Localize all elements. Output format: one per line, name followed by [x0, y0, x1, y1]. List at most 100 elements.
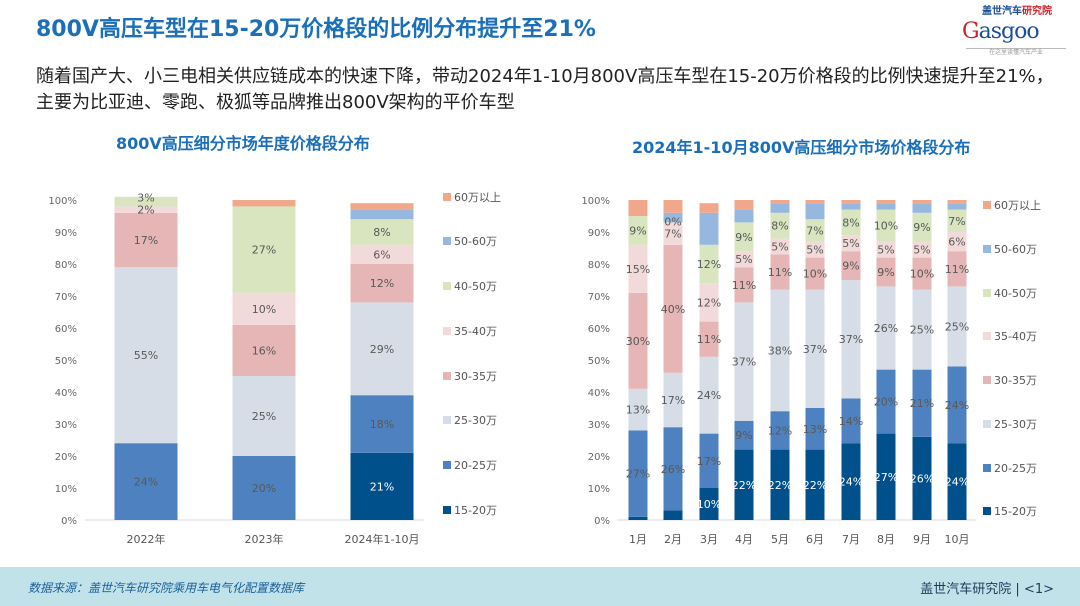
bar-segment-35-40万: [232, 292, 296, 325]
data-label: 5%: [735, 253, 752, 266]
y-tick-label: 10%: [588, 484, 610, 495]
bar-segment-30-35万: [663, 244, 683, 373]
logo-en: Gasgoo: [962, 19, 1040, 45]
data-label: 10%: [803, 268, 827, 281]
data-label: 29%: [370, 343, 394, 356]
bar-segment-40-50万: [841, 209, 861, 236]
x-tick-label: 1月: [629, 533, 647, 546]
bar-segment-50-60万: [805, 203, 825, 220]
y-tick-label: 100%: [48, 196, 77, 207]
bar-segment-20-25万: [876, 369, 896, 434]
legend-swatch: [983, 507, 991, 515]
data-label: 26%: [910, 472, 934, 485]
legend-swatch: [443, 416, 451, 424]
bar-segment-35-40万: [663, 222, 683, 245]
bar-segment-20-25万: [114, 443, 178, 520]
legend-label: 40-50万: [454, 280, 497, 293]
legend-label: 40-50万: [994, 287, 1037, 300]
bar-segment-35-40万: [734, 251, 754, 268]
x-tick-label: 5月: [771, 533, 789, 546]
data-label: 8%: [842, 216, 859, 229]
bar-segment-25-30万: [663, 372, 683, 428]
bar-segment-60万以上: [232, 200, 296, 207]
data-label: 24%: [839, 476, 863, 489]
y-tick-label: 50%: [588, 356, 610, 367]
y-tick-label: 60%: [588, 324, 610, 335]
bar-segment-35-40万: [114, 206, 178, 213]
bar-segment-60万以上: [947, 200, 967, 204]
logo-tagline: 在这里读懂汽车产业: [966, 48, 1066, 57]
data-label: 30%: [626, 335, 650, 348]
legend-label: 15-20万: [994, 505, 1037, 518]
data-label: 25%: [945, 320, 969, 333]
x-tick-label: 6月: [806, 533, 824, 546]
bar-segment-50-60万: [876, 203, 896, 210]
data-label: 11%: [768, 266, 792, 279]
bar-segment-30-35万: [699, 321, 719, 357]
logo-en-b: asgoo: [978, 19, 1040, 44]
data-label: 37%: [803, 343, 827, 356]
data-source: 数据来源：盖世汽车研究院乘用车电气化配置数据库: [28, 581, 305, 595]
data-label: 2%: [137, 204, 154, 217]
chart-title-monthly: 2024年1-10月800V高压细分市场价格段分布: [632, 138, 971, 157]
bar-segment-25-30万: [628, 388, 648, 431]
data-label: 9%: [877, 266, 894, 279]
data-label: 5%: [842, 237, 859, 250]
data-label: 25%: [252, 410, 276, 423]
bar-segment-15-20万: [805, 449, 825, 520]
bar-segment-25-30万: [876, 286, 896, 370]
data-label: 11%: [732, 279, 756, 292]
data-label: 12%: [697, 258, 721, 271]
bar-segment-40-50万: [805, 219, 825, 242]
data-label: 12%: [768, 424, 792, 437]
bar-segment-15-20万: [628, 516, 648, 520]
data-label: 26%: [661, 463, 685, 476]
data-label: 24%: [945, 476, 969, 489]
data-label: 13%: [626, 404, 650, 417]
bar-segment-40-50万: [350, 219, 414, 245]
x-tick-label: 2023年: [245, 532, 284, 546]
y-tick-label: 100%: [581, 196, 610, 207]
y-tick-label: 80%: [588, 260, 610, 271]
data-label: 0%: [664, 216, 681, 229]
bar-segment-30-35万: [114, 212, 178, 268]
bar-segment-20-25万: [770, 411, 790, 450]
legend-swatch: [983, 420, 991, 428]
legend-label: 60万以上: [994, 199, 1041, 212]
data-label: 10%: [874, 220, 898, 233]
data-label: 14%: [839, 415, 863, 428]
bar-segment-35-40万: [699, 283, 719, 322]
legend-swatch: [443, 461, 451, 469]
data-label: 9%: [842, 260, 859, 273]
bar-segment-20-25万: [232, 456, 296, 520]
bar-segment-25-30万: [114, 267, 178, 444]
bar-segment-60万以上: [734, 200, 754, 210]
bar-segment-25-30万: [770, 289, 790, 412]
legend-swatch: [443, 193, 451, 201]
legend-label: 30-35万: [454, 370, 497, 383]
x-tick-label: 2022年: [127, 532, 166, 546]
data-label: 16%: [252, 344, 276, 357]
data-label: 27%: [874, 471, 898, 484]
logo-cn-b: 研究院: [1022, 6, 1052, 17]
bar-segment-35-40万: [770, 238, 790, 255]
data-label: 37%: [839, 333, 863, 346]
bar-segment-50-60万: [912, 203, 932, 213]
bar-segment-20-25万: [734, 420, 754, 450]
legend-swatch: [983, 289, 991, 297]
bar-segment-50-60万: [841, 203, 861, 210]
bar-segment-20-25万: [947, 366, 967, 444]
bar-segment-25-30万: [805, 289, 825, 408]
bar-segment-35-40万: [841, 235, 861, 252]
data-label: 17%: [697, 455, 721, 468]
bar-segment-50-60万: [350, 209, 414, 220]
legend-swatch: [443, 372, 451, 380]
bar-segment-20-25万: [628, 430, 648, 517]
x-tick-label: 3月: [700, 533, 718, 546]
y-tick-label: 0%: [61, 516, 77, 527]
legend-label: 50-60万: [994, 243, 1037, 256]
footer-bar: 数据来源：盖世汽车研究院乘用车电气化配置数据库 盖世汽车研究院 | <1>: [0, 567, 1080, 606]
bar-segment-60万以上: [912, 200, 932, 204]
legend-label: 35-40万: [994, 330, 1037, 343]
